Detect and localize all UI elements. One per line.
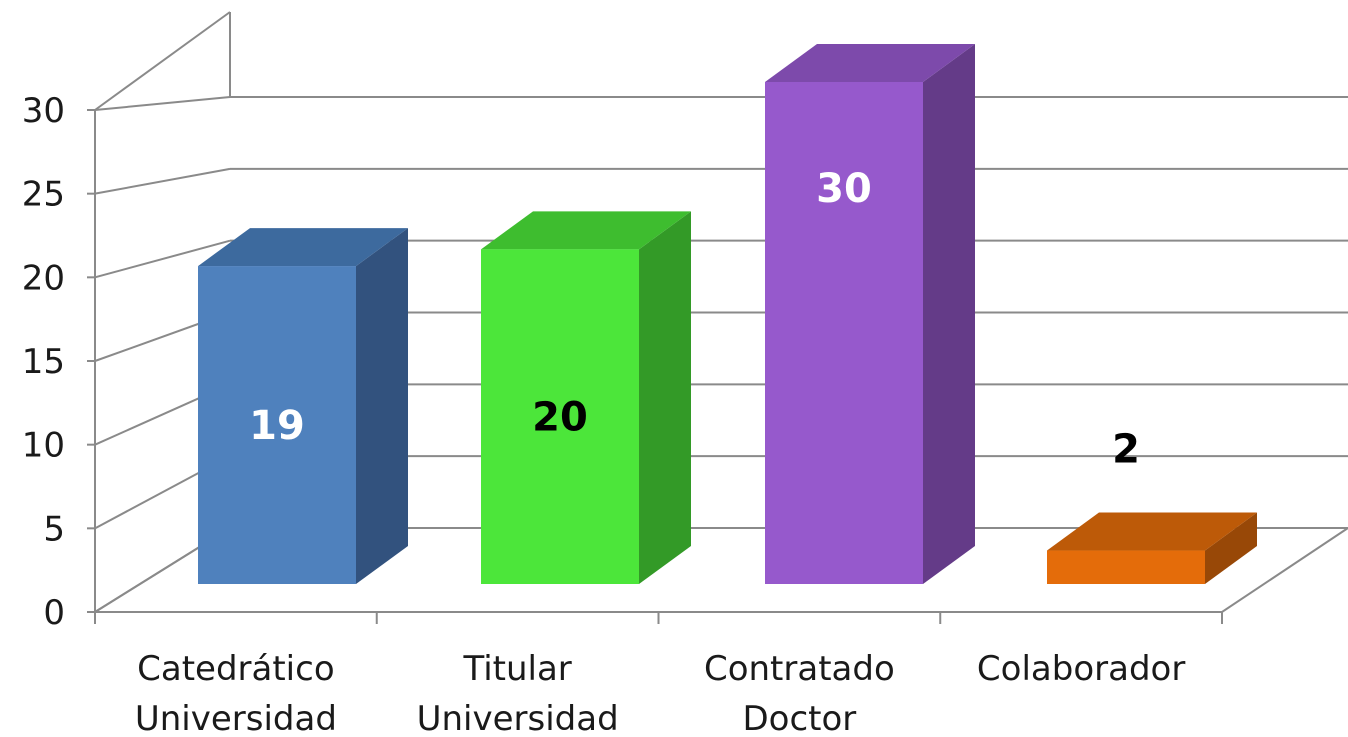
bar-front (481, 249, 639, 585)
y-tick-label: 10 (22, 426, 65, 466)
category-label: Colaborador (977, 649, 1185, 689)
y-tick-label: 30 (22, 91, 65, 131)
category-label: Contratado (704, 649, 895, 689)
data-label: 30 (816, 166, 872, 212)
category-label: Doctor (742, 699, 856, 737)
bar-side (639, 211, 691, 585)
category-label: Universidad (135, 699, 337, 737)
category-label: Catedrático (137, 649, 335, 689)
y-tick-label: 15 (22, 342, 65, 382)
bar-side (1205, 512, 1257, 584)
data-label: 20 (532, 395, 588, 441)
bar-0 (198, 228, 408, 585)
bar-2 (765, 44, 975, 584)
bars (198, 44, 1257, 585)
bar-top (198, 228, 408, 267)
y-tick-label: 20 (22, 258, 65, 298)
bar-3 (1047, 512, 1257, 584)
data-label: 19 (249, 403, 305, 449)
bar-1 (481, 211, 691, 585)
data-labels: 19 20 30 2 (249, 166, 1140, 473)
category-label: Titular (462, 649, 571, 689)
bar-top (1047, 512, 1257, 551)
y-tick-label: 5 (43, 509, 65, 549)
gridline-side-30 (94, 96, 231, 111)
y-axis-ticks: 0 5 10 15 20 25 30 (22, 91, 95, 633)
category-label: Universidad (417, 699, 619, 737)
gridline-side-25 (94, 167, 231, 195)
bar-front (198, 266, 356, 584)
category-labels: Catedrático Universidad Titular Universidad… (135, 649, 1185, 737)
data-label: 2 (1112, 427, 1140, 473)
side-wall-top-edge (94, 11, 231, 111)
y-tick-label: 0 (43, 593, 65, 633)
y-tick-label: 25 (22, 175, 65, 215)
bar-front (1047, 550, 1205, 584)
bar-side (923, 44, 975, 584)
bar-side (356, 228, 408, 585)
bar-top (481, 211, 691, 250)
bar-front (765, 82, 923, 584)
bar-top (765, 44, 975, 82)
gridline-side-20 (94, 239, 231, 279)
